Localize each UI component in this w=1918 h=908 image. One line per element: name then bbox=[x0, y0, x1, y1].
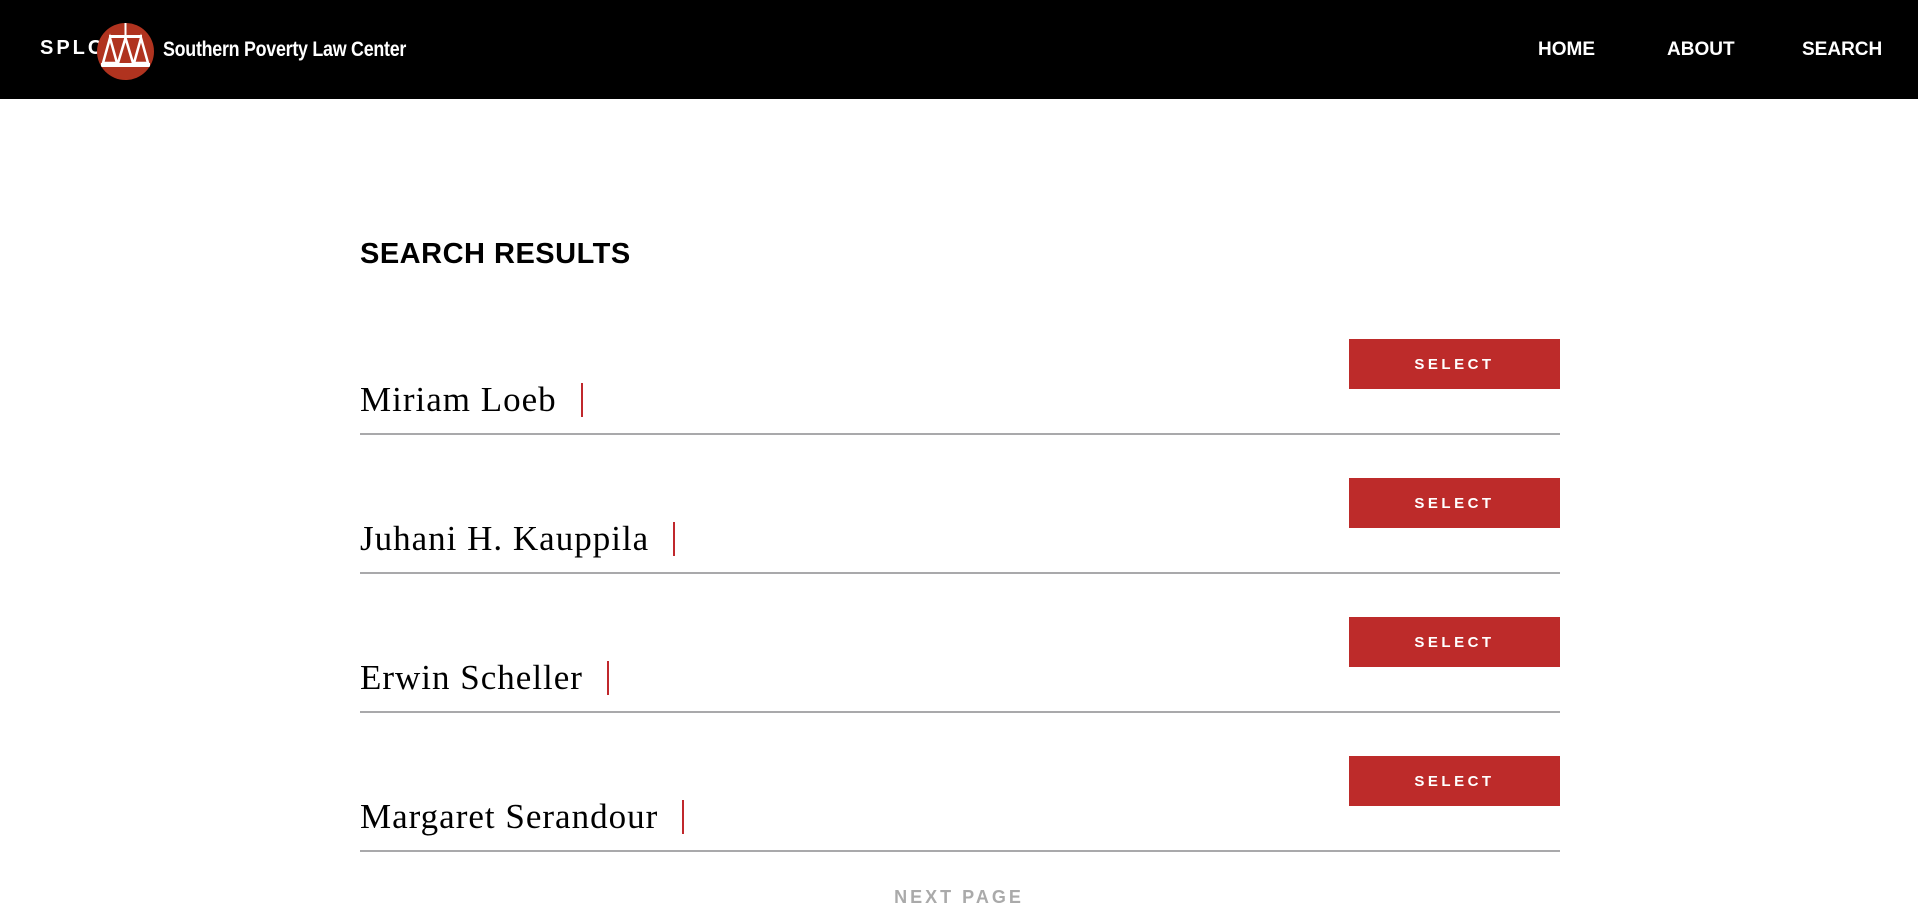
name-divider bbox=[606, 661, 609, 695]
name-divider bbox=[580, 383, 583, 417]
result-row: Miriam Loeb SELECT bbox=[360, 294, 1560, 435]
nav-search[interactable]: SEARCH bbox=[1802, 39, 1883, 60]
result-name-text: Margaret Serandour bbox=[360, 797, 659, 836]
result-row: Erwin Scheller SELECT bbox=[360, 572, 1560, 713]
result-row: Margaret Serandour SELECT bbox=[360, 711, 1560, 852]
result-name-text: Juhani H. Kauppila bbox=[360, 519, 650, 558]
name-divider bbox=[673, 522, 676, 556]
name-divider bbox=[682, 800, 685, 834]
nav-about[interactable]: ABOUT bbox=[1667, 39, 1735, 60]
page-title: SEARCH RESULTS bbox=[360, 238, 631, 270]
logo-abbr[interactable]: SPLC bbox=[40, 37, 106, 59]
org-name[interactable]: Southern Poverty Law Center bbox=[163, 38, 407, 61]
result-name-text: Erwin Scheller bbox=[360, 658, 583, 697]
result-row: Juhani H. Kauppila SELECT bbox=[360, 433, 1560, 574]
select-button[interactable]: SELECT bbox=[1349, 617, 1560, 667]
result-name: Miriam Loeb bbox=[360, 380, 583, 420]
top-nav: SPLC Southern Poverty Law Center HOME AB… bbox=[0, 0, 1918, 99]
select-button[interactable]: SELECT bbox=[1349, 478, 1560, 528]
nav-home[interactable]: HOME bbox=[1538, 39, 1595, 60]
select-button[interactable]: SELECT bbox=[1349, 756, 1560, 806]
result-name-text: Miriam Loeb bbox=[360, 380, 557, 419]
result-name: Margaret Serandour bbox=[360, 797, 685, 837]
select-button[interactable]: SELECT bbox=[1349, 339, 1560, 389]
result-name: Erwin Scheller bbox=[360, 658, 609, 698]
scales-of-justice-icon[interactable] bbox=[97, 23, 154, 80]
result-name: Juhani H. Kauppila bbox=[360, 519, 676, 559]
